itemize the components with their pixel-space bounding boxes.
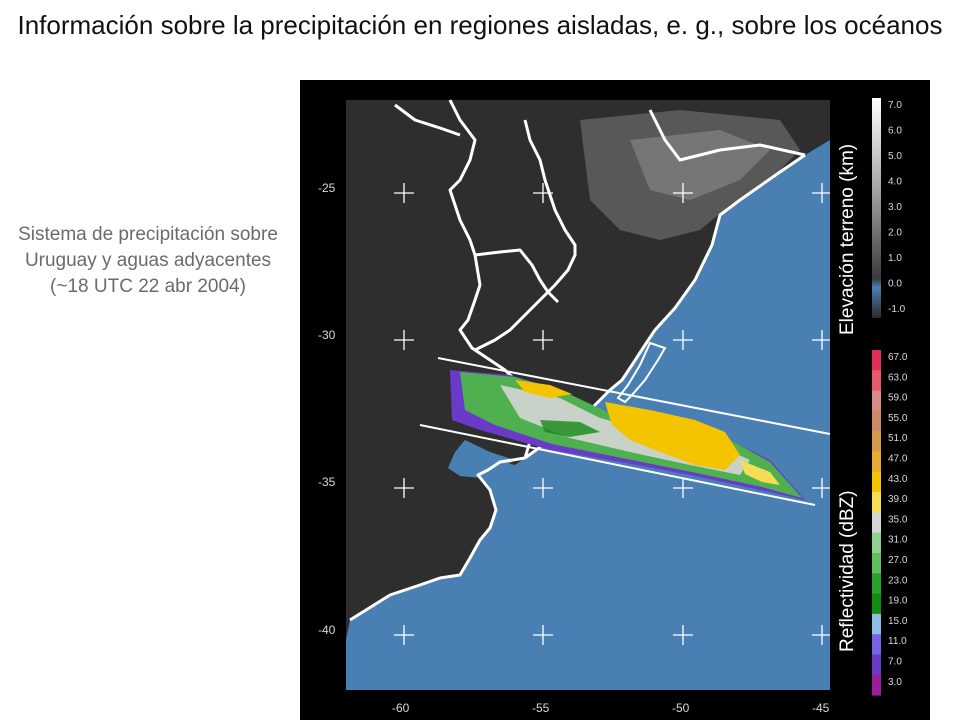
terrain-colorbar-label: -1.0 xyxy=(888,304,906,315)
lat-label-40: -40 xyxy=(318,623,336,637)
reflectivity-swatch xyxy=(872,431,881,452)
terrain-colorbar-label: 5.0 xyxy=(888,151,902,162)
reflectivity-colorbar-label: 59.0 xyxy=(888,393,908,404)
lon-label-45: -45 xyxy=(812,701,830,715)
reflectivity-colorbar-label: 23.0 xyxy=(888,575,908,586)
terrain-colorbar-label: 7.0 xyxy=(888,100,902,111)
reflectivity-colorbar-label: 63.0 xyxy=(888,372,908,383)
reflectivity-colorbar-label: 35.0 xyxy=(888,514,908,525)
radar-swath xyxy=(419,357,831,506)
swath-edge-top xyxy=(437,357,831,435)
reflectivity-colorbar-label: 15.0 xyxy=(888,616,908,627)
reflectivity-colorbar-label: 51.0 xyxy=(888,433,908,444)
reflectivity-swatch xyxy=(872,674,881,696)
lon-label-60: -60 xyxy=(392,701,410,715)
reflectivity-swatch xyxy=(872,350,881,371)
estuary xyxy=(448,440,515,478)
graticule xyxy=(394,183,830,645)
reflectivity-swatch xyxy=(872,471,881,493)
reflectivity-colorbar xyxy=(872,350,881,696)
reflectivity-colorbar-label: 39.0 xyxy=(888,494,908,505)
reflectivity-swatch xyxy=(872,370,881,392)
lat-label-25: -25 xyxy=(318,181,336,195)
reflectivity-swatch xyxy=(872,390,881,412)
terrain-colorbar-label: 3.0 xyxy=(888,202,902,213)
reflectivity-colorbar-label: 43.0 xyxy=(888,474,908,485)
lat-label-35: -35 xyxy=(318,475,336,489)
reflectivity-swatch xyxy=(872,593,881,615)
reflectivity-swatch xyxy=(872,410,881,432)
swath-edge-bottom xyxy=(419,424,816,506)
reflectivity-colorbar-label: 55.0 xyxy=(888,413,908,424)
rain-yellow-west xyxy=(515,380,572,398)
reflectivity-colorbar-label: 3.0 xyxy=(888,677,902,688)
reflectivity-colorbar-label: 27.0 xyxy=(888,555,908,566)
terrain-colorbar-label: 4.0 xyxy=(888,177,902,188)
rain-yellow-core xyxy=(605,402,740,470)
precipitation-map-figure: -25 -30 -35 -40 -60 -55 -50 -45 7.0 6.0 5.… xyxy=(300,80,930,720)
reflectivity-colorbar-label: 19.0 xyxy=(888,596,908,607)
terrain-colorbar-label: 2.0 xyxy=(888,228,902,239)
rain-dark-green xyxy=(540,420,600,437)
map-svg: -25 -30 -35 -40 -60 -55 -50 -45 7.0 6.0 5.… xyxy=(318,98,908,715)
reflectivity-swatch xyxy=(872,654,881,676)
reflectivity-colorbar-title: Reflectividad (dBZ) xyxy=(837,490,858,652)
terrain-colorbar xyxy=(872,98,881,318)
slide-title: Información sobre la precipitación en re… xyxy=(17,10,943,40)
reflectivity-swatch xyxy=(872,613,881,635)
reflectivity-colorbar-label: 7.0 xyxy=(888,657,902,668)
reflectivity-colorbar-label: 31.0 xyxy=(888,535,908,546)
lagoon xyxy=(616,341,667,404)
reflectivity-swatch xyxy=(872,553,881,574)
lon-label-55: -55 xyxy=(532,701,550,715)
terrain-colorbar-title: Elevación terreno (km) xyxy=(837,144,858,335)
terrain-colorbar-label: 1.0 xyxy=(888,253,902,264)
reflectivity-colorbar-label: 11.0 xyxy=(888,636,907,647)
reflectivity-colorbar-label: 47.0 xyxy=(888,454,908,465)
reflectivity-swatch xyxy=(872,573,881,595)
reflectivity-swatch xyxy=(872,451,881,473)
reflectivity-swatch xyxy=(872,512,881,534)
reflectivity-swatch xyxy=(872,532,881,554)
rain-yellow-east xyxy=(740,460,780,485)
reflectivity-swatch xyxy=(872,634,881,655)
side-caption: Sistema de precipitación sobre Uruguay y… xyxy=(18,224,278,297)
terrain-colorbar-label: 6.0 xyxy=(888,126,902,137)
reflectivity-swatch xyxy=(872,492,881,513)
lon-label-50: -50 xyxy=(672,701,690,715)
reflectivity-colorbar-label: 67.0 xyxy=(888,352,908,363)
lat-label-30: -30 xyxy=(318,328,336,342)
terrain-colorbar-label: 0.0 xyxy=(888,279,902,290)
